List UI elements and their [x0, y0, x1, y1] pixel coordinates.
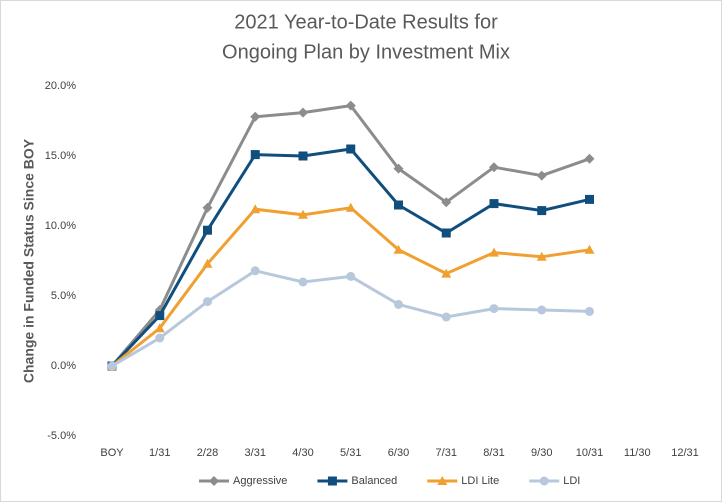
y-tick-label: 15.0%	[45, 150, 76, 162]
legend-label: LDI	[563, 475, 580, 487]
legend-label: Aggressive	[233, 475, 287, 487]
marker	[345, 100, 356, 111]
marker	[441, 268, 452, 278]
marker	[209, 476, 219, 486]
x-tick-label: 3/31	[245, 447, 266, 459]
marker	[155, 311, 165, 321]
marker	[346, 271, 356, 281]
y-tick-label: -5.0%	[47, 430, 76, 442]
marker	[489, 247, 499, 257]
marker	[345, 202, 356, 212]
marker	[155, 333, 165, 343]
x-tick-label: 5/31	[340, 447, 361, 459]
marker	[327, 476, 337, 486]
x-tick-label: 11/30	[624, 447, 651, 459]
marker	[585, 194, 594, 204]
marker	[584, 244, 595, 254]
y-tick-label: 20.0%	[45, 80, 76, 92]
marker	[441, 228, 451, 238]
marker	[250, 150, 260, 160]
marker	[585, 306, 594, 316]
marker	[107, 361, 117, 371]
marker	[250, 266, 260, 276]
x-tick-label: 6/30	[388, 447, 409, 459]
x-tick-label: 2/28	[197, 447, 218, 459]
marker	[489, 162, 499, 173]
marker	[394, 299, 403, 309]
marker	[298, 151, 308, 161]
marker	[203, 225, 212, 235]
x-tick-label: 7/31	[436, 447, 457, 459]
marker	[437, 476, 448, 485]
x-tick-label: 12/31	[671, 447, 699, 459]
y-tick-label: 0.0%	[51, 360, 76, 372]
legend-label: Balanced	[351, 475, 397, 487]
marker	[298, 107, 308, 118]
y-tick-label: 5.0%	[51, 290, 76, 302]
y-axis-label: Change in Funded Status Since BOY	[21, 138, 37, 383]
marker	[536, 251, 547, 261]
marker	[489, 199, 499, 209]
y-tick-label: 10.0%	[45, 220, 76, 232]
x-tick-label: BOY	[100, 447, 124, 459]
marker	[202, 202, 213, 213]
x-tick-label: 8/31	[483, 447, 504, 459]
x-tick-label: 1/31	[149, 447, 170, 459]
marker	[394, 200, 403, 210]
chart-title: Ongoing Plan by Investment Mix	[222, 41, 510, 63]
marker	[441, 197, 452, 208]
legend-label: LDI Lite	[461, 475, 499, 487]
marker	[203, 297, 212, 307]
marker	[298, 277, 308, 287]
marker	[537, 206, 547, 216]
marker	[537, 305, 547, 315]
marker	[154, 323, 165, 333]
marker	[250, 111, 261, 122]
x-tick-label: 4/30	[292, 447, 313, 459]
marker	[539, 476, 549, 486]
marker	[393, 163, 404, 174]
marker	[584, 153, 595, 164]
x-tick-label: 9/30	[531, 447, 552, 459]
chart-title: 2021 Year-to-Date Results for	[234, 11, 498, 33]
x-tick-label: 10/31	[576, 447, 604, 459]
marker	[536, 170, 547, 181]
marker	[250, 204, 261, 214]
marker	[393, 244, 404, 254]
marker	[298, 209, 308, 219]
marker	[202, 258, 213, 268]
marker	[489, 304, 499, 314]
marker	[346, 144, 356, 154]
marker	[441, 312, 451, 322]
